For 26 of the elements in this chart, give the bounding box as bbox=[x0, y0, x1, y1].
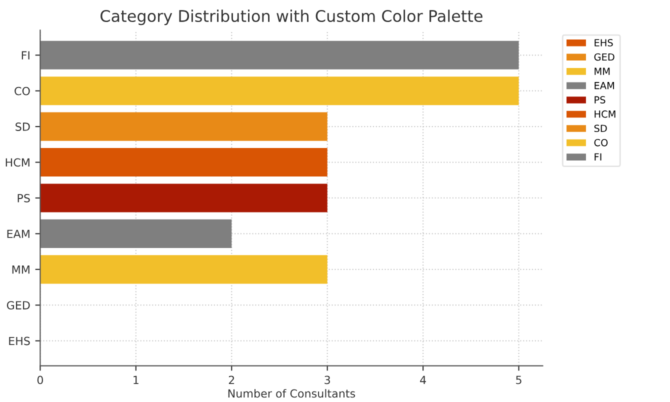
legend-label: SD bbox=[594, 124, 607, 132]
legend-label: GED bbox=[594, 53, 614, 61]
legend-label: EAM bbox=[594, 82, 614, 90]
chart-title: Category Distribution with Custom Color Palette bbox=[100, 10, 482, 26]
x-tick-label: 5 bbox=[516, 376, 522, 384]
legend-label: MM bbox=[594, 68, 610, 75]
y-tick-label: GED bbox=[6, 301, 30, 310]
legend-label: EHS bbox=[594, 39, 613, 46]
legend-label: HCM bbox=[594, 110, 616, 118]
legend-label: FI bbox=[594, 153, 602, 160]
y-tick-label: FI bbox=[22, 51, 30, 60]
x-tick-label: 3 bbox=[324, 376, 330, 384]
y-tick-label: SD bbox=[16, 122, 30, 131]
y-tick-label: HCM bbox=[6, 158, 30, 167]
x-axis-title: Number of Consultants bbox=[228, 389, 356, 398]
y-tick-label: PS bbox=[18, 194, 30, 202]
x-tick-label: 4 bbox=[420, 376, 426, 384]
y-tick-label: CO bbox=[14, 86, 30, 96]
x-tick-label: 1 bbox=[134, 376, 138, 384]
y-tick-label: EAM bbox=[7, 230, 30, 238]
y-tick-label: MM bbox=[12, 266, 30, 274]
x-tick-label: 0 bbox=[37, 376, 43, 384]
x-tick-label: 2 bbox=[228, 376, 234, 384]
legend-label: PS bbox=[594, 96, 606, 104]
legend-label: CO bbox=[594, 138, 608, 146]
y-tick-label: EHS bbox=[9, 336, 30, 346]
